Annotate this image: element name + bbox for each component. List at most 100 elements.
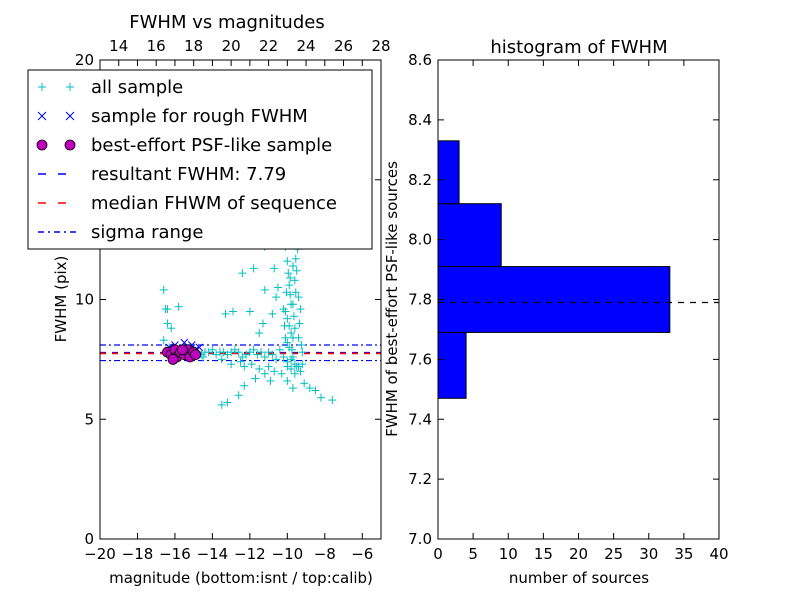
data-point bbox=[272, 355, 281, 364]
legend-item: median FHWM of sequence bbox=[38, 193, 337, 214]
top-x-tick-label: 24 bbox=[297, 37, 316, 55]
data-point bbox=[190, 349, 201, 360]
x-tick-label: −20 bbox=[84, 545, 116, 563]
data-point bbox=[260, 285, 269, 294]
data-point bbox=[245, 307, 254, 316]
y-tick-label: 8.4 bbox=[408, 111, 432, 129]
x-tick-label: −8 bbox=[314, 545, 336, 563]
histogram-title: histogram of FWHM bbox=[490, 37, 667, 58]
legend-box bbox=[27, 69, 373, 250]
x-tick-label: 30 bbox=[639, 545, 658, 563]
legend-label: sample for rough FWHM bbox=[91, 106, 308, 127]
series-best-effort-PSF-like-sample bbox=[162, 344, 201, 365]
data-point bbox=[328, 396, 337, 405]
data-point bbox=[275, 345, 284, 354]
y-tick-label: 20 bbox=[75, 51, 94, 69]
data-point bbox=[283, 338, 292, 347]
data-point bbox=[288, 352, 297, 361]
data-point bbox=[292, 362, 301, 371]
x-tick-label: −6 bbox=[351, 545, 373, 563]
histogram-panel: histogram of FWHM 0 5 10 15 20 25 30 35 40 7.0 7.… bbox=[383, 37, 729, 587]
data-point bbox=[249, 264, 258, 273]
data-point bbox=[298, 348, 307, 357]
data-point bbox=[280, 321, 289, 330]
top-x-tick-label: 26 bbox=[334, 37, 353, 55]
data-point bbox=[287, 329, 296, 338]
data-point bbox=[247, 360, 256, 369]
data-point bbox=[288, 384, 297, 393]
data-point bbox=[295, 319, 304, 328]
y-tick-label: 0 bbox=[84, 530, 94, 548]
legend-label: median FHWM of sequence bbox=[91, 193, 337, 214]
data-point bbox=[282, 288, 291, 297]
scatter-title: FWHM vs magnitudes bbox=[129, 12, 324, 33]
data-point bbox=[251, 374, 260, 383]
data-point bbox=[163, 319, 172, 328]
legend-item: sigma range bbox=[38, 222, 203, 243]
y-tick-label: 7.4 bbox=[408, 410, 432, 428]
top-x-tick-label: 28 bbox=[371, 37, 390, 55]
top-x-tick-label: 14 bbox=[109, 37, 128, 55]
x-tick-label: 15 bbox=[534, 545, 553, 563]
data-point bbox=[281, 333, 290, 342]
y-tick-label: 7.6 bbox=[408, 350, 432, 368]
data-point bbox=[273, 283, 282, 292]
legend-label: sigma range bbox=[91, 222, 203, 243]
y-tick-label: 8.2 bbox=[408, 171, 432, 189]
legend-item: sample for rough FWHM bbox=[37, 106, 308, 127]
data-point bbox=[279, 305, 288, 314]
top-x-tick-label: 18 bbox=[184, 37, 203, 55]
data-point bbox=[283, 376, 292, 385]
data-point bbox=[268, 350, 277, 359]
data-point bbox=[229, 307, 238, 316]
data-point bbox=[266, 376, 275, 385]
data-point bbox=[159, 285, 168, 294]
data-point bbox=[240, 381, 249, 390]
x-tick-label: −12 bbox=[234, 545, 266, 563]
x-tick-label: 10 bbox=[499, 545, 518, 563]
data-point bbox=[288, 345, 297, 354]
data-point bbox=[283, 257, 292, 266]
histogram-bar bbox=[437, 266, 671, 333]
data-point bbox=[288, 261, 297, 270]
scatter-legend: all sample sample for rough FWHM best-effo… bbox=[27, 69, 373, 250]
legend-item: resultant FWHM: 7.79 bbox=[38, 164, 286, 185]
data-point bbox=[221, 309, 230, 318]
legend-label: best-effort PSF-like sample bbox=[91, 135, 332, 156]
data-point bbox=[297, 341, 306, 350]
data-point bbox=[258, 319, 267, 328]
scatter-panel: FWHM vs magnitudes −20 −18 −16 −14 −12 −10 −8−… bbox=[27, 12, 391, 587]
legend-item: best-effort PSF-like sample bbox=[36, 135, 332, 156]
y-tick-label: 7.0 bbox=[408, 530, 432, 548]
histogram-y-axis-label: FWHM of best-effort PSF-like sources bbox=[383, 161, 401, 437]
data-point bbox=[277, 369, 286, 378]
data-point bbox=[290, 324, 299, 333]
data-point bbox=[257, 348, 266, 357]
top-x-tick-label: 16 bbox=[147, 37, 166, 55]
data-point bbox=[234, 391, 243, 400]
data-point bbox=[272, 293, 281, 302]
data-point bbox=[296, 305, 305, 314]
data-point bbox=[270, 264, 279, 273]
histogram-bar bbox=[437, 203, 502, 268]
data-point bbox=[208, 345, 217, 354]
data-point bbox=[305, 384, 314, 393]
x-tick-label: 35 bbox=[674, 545, 693, 563]
data-point bbox=[174, 302, 183, 311]
data-point bbox=[317, 393, 326, 402]
legend-label: all sample bbox=[91, 77, 183, 98]
y-tick-label: 8.0 bbox=[408, 231, 432, 249]
histogram-bar bbox=[437, 140, 460, 205]
histogram-bar bbox=[437, 331, 467, 399]
data-point bbox=[283, 314, 292, 323]
data-point bbox=[167, 324, 176, 333]
data-point bbox=[236, 357, 245, 366]
data-point bbox=[285, 281, 294, 290]
y-tick-label: 8.6 bbox=[408, 51, 432, 69]
data-point bbox=[238, 269, 247, 278]
x-tick-label: 20 bbox=[569, 545, 588, 563]
top-x-tick-label: 20 bbox=[222, 37, 241, 55]
x-tick-label: 0 bbox=[433, 545, 443, 563]
y-tick-label: 5 bbox=[84, 410, 94, 428]
data-point bbox=[289, 312, 298, 321]
